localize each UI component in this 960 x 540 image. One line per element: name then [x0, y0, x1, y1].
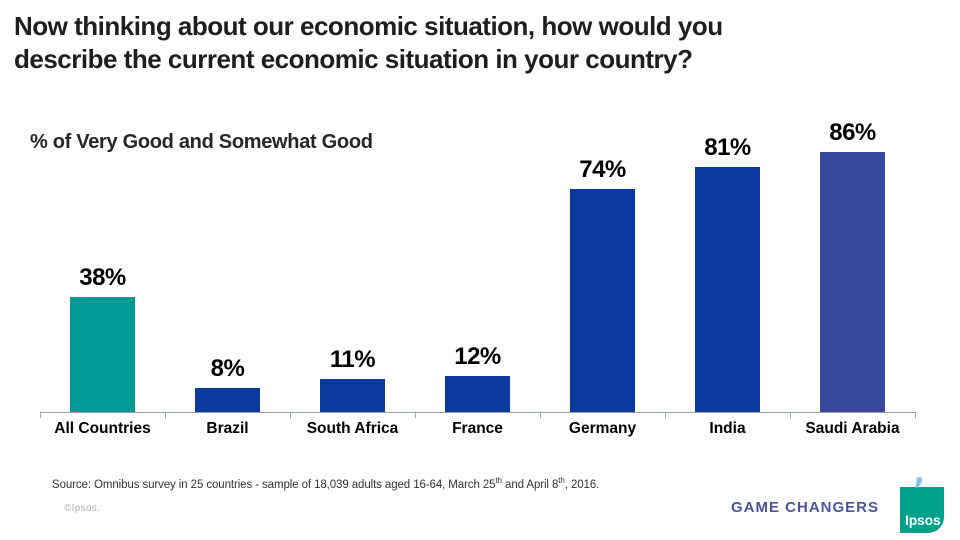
bar-column: 86%: [790, 110, 915, 412]
category-label: Saudi Arabia: [805, 420, 900, 437]
slide-title: Now thinking about our economic situatio…: [14, 11, 723, 75]
value-label: 12%: [454, 342, 501, 370]
category-label: France: [452, 420, 503, 437]
bar: [320, 378, 385, 412]
category-label: Brazil: [206, 420, 249, 437]
axis-tick: [290, 412, 291, 418]
category-label: India: [709, 420, 746, 437]
bar-column: 74%: [540, 110, 665, 412]
source-text: and April 8: [501, 478, 559, 491]
axis-tick: [915, 412, 916, 418]
copyright-note: ©Ipsos.: [64, 503, 101, 514]
axis-tick: [40, 412, 41, 418]
ipsos-logo-text: Ipsos: [905, 512, 941, 528]
bar: [195, 387, 260, 412]
ipsos-logo: ’ Ipsos: [900, 474, 944, 533]
source-superscript: th: [495, 476, 502, 485]
x-axis-line: [40, 412, 916, 418]
source-superscript: th: [558, 476, 565, 485]
bar: [570, 188, 635, 412]
bar: [695, 167, 760, 412]
value-label: 81%: [704, 134, 751, 162]
bar-column: 81%: [665, 110, 790, 412]
source-note: Source: Omnibus survey in 25 countries -…: [52, 476, 599, 491]
bar: [445, 375, 510, 412]
axis-tick: [665, 412, 666, 418]
value-label: 86%: [829, 119, 876, 147]
value-label: 8%: [210, 354, 245, 382]
value-label: 11%: [329, 345, 376, 373]
bar-column: 38%: [40, 110, 165, 412]
category-label: South Africa: [306, 420, 399, 437]
axis-tick: [790, 412, 791, 418]
axis-tick: [540, 412, 541, 418]
axis-tick: [415, 412, 416, 418]
x-axis-labels: All Countries Brazil South Africa France Ger…: [40, 420, 915, 438]
axis-tick: [165, 412, 166, 418]
bar: [820, 152, 885, 412]
bar-column: 11%: [290, 110, 415, 412]
source-text: Source: Omnibus survey in 25 countries -…: [52, 478, 496, 491]
bar-chart: 38% 8% 11% 12% 74% 81% 86%: [40, 110, 915, 412]
game-changers-tagline: GAME CHANGERS: [731, 499, 880, 516]
ipsos-apostrophe-icon: ’: [913, 471, 926, 509]
bar-column: 8%: [165, 110, 290, 412]
value-label: 38%: [79, 264, 126, 292]
bar-column: 12%: [415, 110, 540, 412]
chart-subtitle: % of Very Good and Somewhat Good: [30, 131, 373, 153]
category-label: All Countries: [54, 420, 151, 437]
bar: [70, 297, 135, 412]
value-label: 74%: [579, 155, 626, 183]
category-label: Germany: [568, 420, 637, 437]
source-text: , 2016.: [564, 478, 600, 491]
